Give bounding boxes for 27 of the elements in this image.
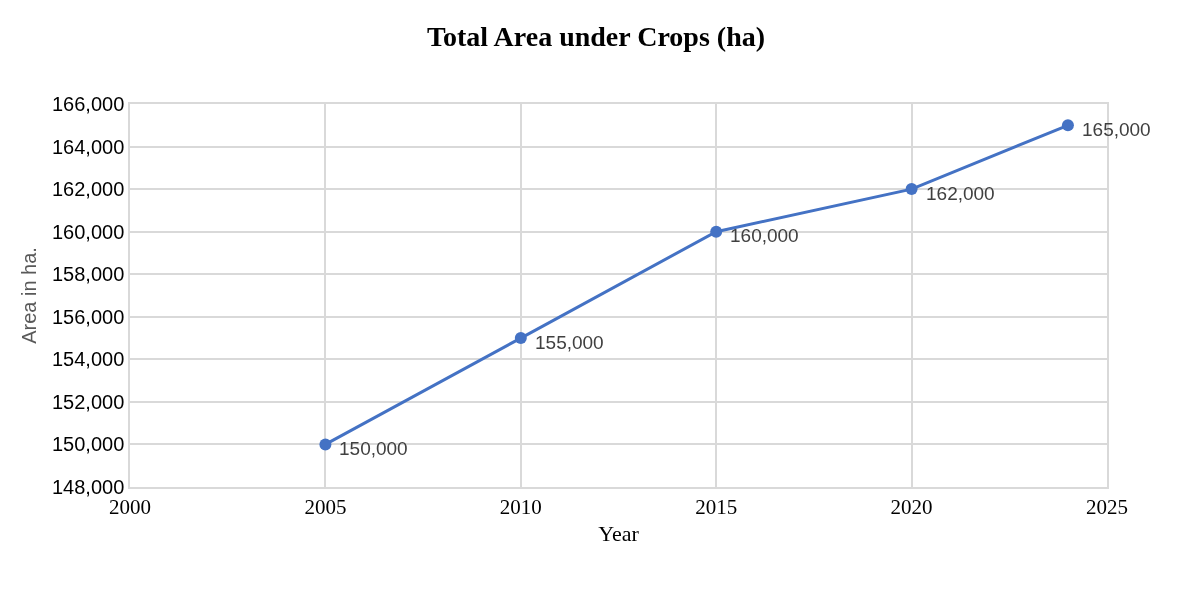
data-label: 150,000 bbox=[339, 438, 408, 459]
point bbox=[905, 183, 918, 196]
x-tick-label: 2015 bbox=[695, 494, 738, 519]
y-tick-label: 152,000 bbox=[51, 390, 125, 413]
y-tick-label: 160,000 bbox=[51, 220, 125, 243]
x-tick-label: 2005 bbox=[304, 494, 347, 519]
y-tick-label: 158,000 bbox=[51, 263, 125, 286]
y-tick-label: 162,000 bbox=[51, 178, 125, 201]
data-label: 160,000 bbox=[730, 225, 799, 246]
y-tick-label: 166,000 bbox=[51, 93, 125, 115]
y-tick-label: 164,000 bbox=[51, 135, 125, 158]
x-tick-label: 2020 bbox=[890, 494, 933, 519]
x-tick-label: 2010 bbox=[499, 494, 542, 519]
chart-title: Total Area under Crops (ha) bbox=[426, 21, 766, 53]
point bbox=[710, 225, 723, 238]
y-tick-label: 154,000 bbox=[51, 348, 125, 371]
data-label: 165,000 bbox=[1082, 119, 1151, 140]
y-tick-label: 150,000 bbox=[51, 433, 125, 456]
x-axis-title: Year bbox=[598, 521, 640, 547]
point bbox=[319, 438, 332, 451]
x-tick-label: 2025 bbox=[1086, 494, 1128, 519]
point bbox=[514, 332, 527, 345]
point bbox=[1061, 119, 1074, 132]
data-label: 162,000 bbox=[926, 183, 995, 204]
y-axis-title: Area in ha. bbox=[17, 247, 40, 344]
y-tick-label: 156,000 bbox=[51, 305, 125, 328]
data-label: 155,000 bbox=[535, 332, 604, 353]
